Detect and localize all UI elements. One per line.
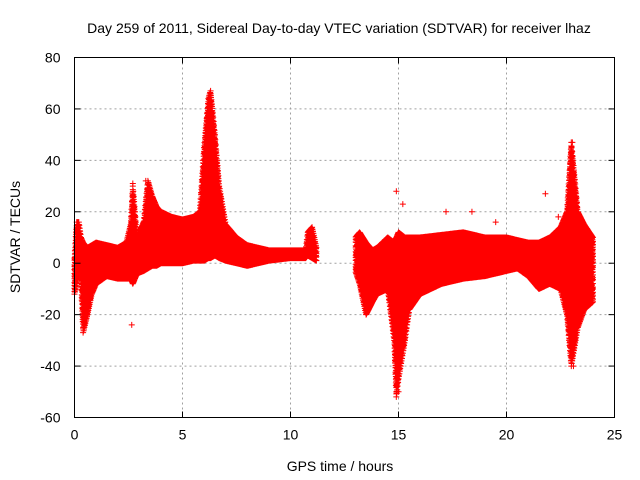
data-point-outlier [399,201,406,208]
data-point-outlier [128,321,135,328]
data-point-outlier [542,190,549,197]
x-tick-label: 25 [607,427,623,443]
data-point-outlier [129,180,136,187]
x-tick-label: 10 [283,427,299,443]
axis-ticks [74,57,615,418]
x-tick-label: 20 [499,427,515,443]
data-point-outlier [572,316,579,323]
y-tick-label: -20 [40,307,60,323]
data-point-outlier [555,213,562,220]
y-tick-label: 20 [45,204,61,220]
data-point-outlier [443,208,450,215]
data-point-outlier [468,208,475,215]
x-tick-labels: 0 5 10 15 20 25 [71,427,623,443]
plot-frame [74,57,615,418]
y-tick-label: 60 [45,101,61,117]
y-tick-label: 40 [45,152,61,168]
data-point-outlier [393,188,400,195]
data-point-outlier [142,177,149,184]
data-markers [71,87,596,400]
data-point-outlier [492,219,499,226]
y-tick-label: -60 [40,410,60,426]
y-axis-label: SDTVAR / TECUs [7,181,23,293]
y-tick-labels: -60 -40 -20 0 20 40 60 80 [40,50,60,426]
data-point-outlier [569,139,576,146]
y-tick-label: 0 [53,255,61,271]
x-tick-label: 15 [391,427,407,443]
chart-title: Day 259 of 2011, Sidereal Day-to-day VTE… [87,20,591,36]
data-series [71,87,596,400]
x-tick-label: 0 [71,427,79,443]
x-axis-label: GPS time / hours [287,458,394,474]
data-point-outlier [570,363,577,370]
x-tick-label: 5 [179,427,187,443]
y-tick-label: 80 [45,50,61,66]
data-point-outlier [395,388,402,395]
y-tick-label: -40 [40,358,60,374]
